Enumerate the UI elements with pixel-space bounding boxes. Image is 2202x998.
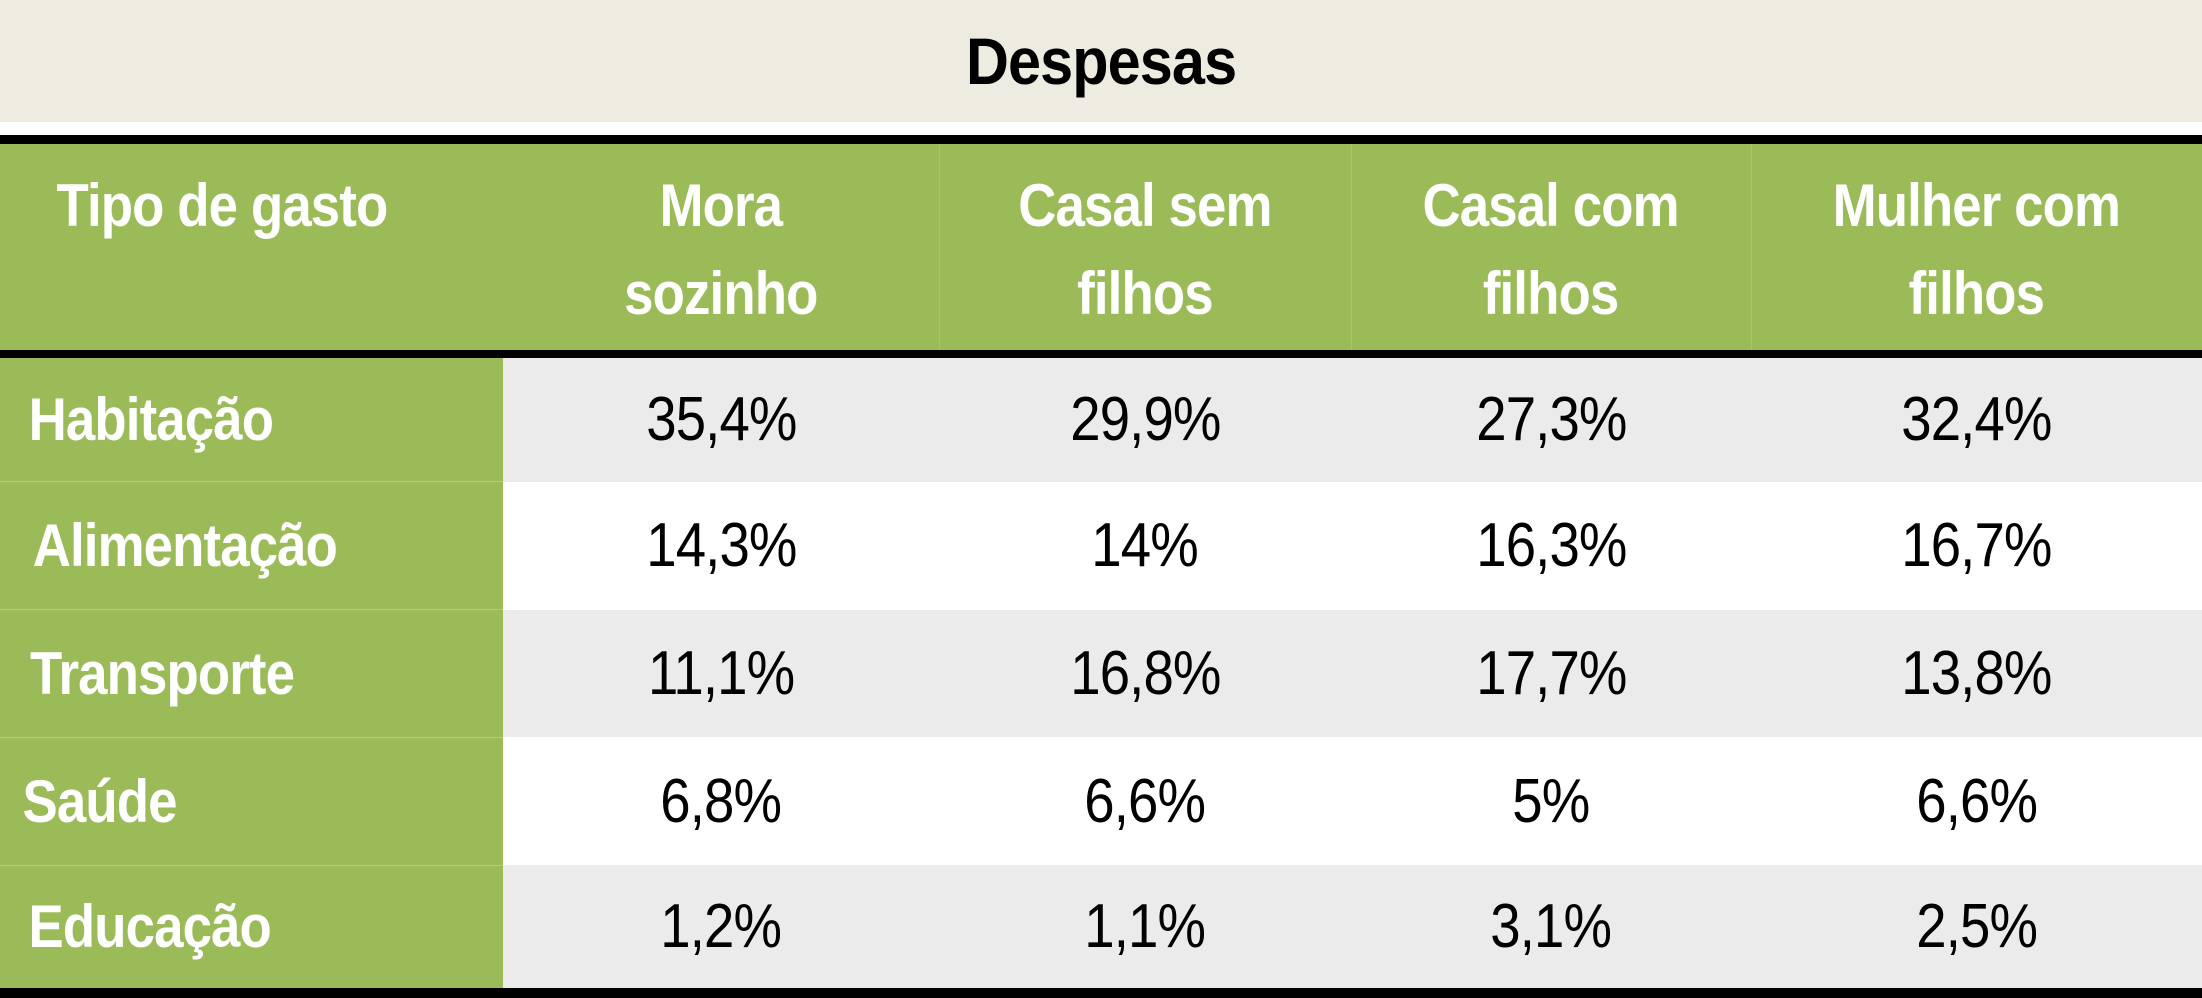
row-label: Alimentação (0, 481, 503, 610)
cell-value: 6,8% (503, 737, 939, 866)
cell-value: 6,6% (1751, 737, 2202, 866)
header-couple-with-children: Casal com filhos (1350, 134, 1751, 358)
cell-value: 3,1% (1351, 865, 1751, 998)
row-label: Transporte (0, 609, 503, 738)
cell-value: 35,4% (503, 353, 939, 482)
cell-value: 13,8% (1751, 609, 2202, 738)
cell-value: 1,2% (503, 865, 939, 998)
table-row: Transporte 11,1% 16,8% 17,7% 13,8% (0, 609, 2202, 738)
header-row: Tipo de gasto Mora sozinho Casal sem filho… (0, 134, 2202, 358)
cell-value: 5% (1351, 737, 1751, 866)
cell-value: 16,3% (1351, 481, 1751, 610)
cell-value: 14,3% (503, 481, 939, 610)
header-woman-with-children: Mulher com filhos (1750, 134, 2202, 358)
cell-value: 1,1% (939, 865, 1351, 998)
header-expense-type: Tipo de gasto (0, 134, 503, 358)
cell-value: 32,4% (1751, 353, 2202, 482)
expenses-table: Tipo de gasto Mora sozinho Casal sem filho… (0, 134, 2202, 998)
row-label: Educação (0, 864, 503, 998)
table-row: Saúde 6,8% 6,6% 5% 6,6% (0, 736, 2202, 866)
cell-value: 11,1% (503, 609, 939, 738)
row-label: Habitação (0, 353, 503, 482)
cell-value: 2,5% (1751, 865, 2202, 998)
cell-value: 16,7% (1751, 481, 2202, 610)
cell-value: 14% (939, 481, 1351, 610)
title-bar: Despesas (0, 0, 2202, 122)
table-row: Educação 1,2% 1,1% 3,1% 2,5% (0, 864, 2202, 998)
table-title: Despesas (965, 24, 1237, 98)
cell-value: 27,3% (1351, 353, 1751, 482)
table-row: Habitação 35,4% 29,9% 27,3% 32,4% (0, 353, 2202, 482)
header-couple-no-children: Casal sem filhos (938, 134, 1351, 358)
cell-value: 17,7% (1351, 609, 1751, 738)
header-lives-alone: Mora sozinho (503, 134, 939, 358)
cell-value: 29,9% (939, 353, 1351, 482)
cell-value: 6,6% (939, 737, 1351, 866)
row-label: Saúde (0, 736, 503, 866)
table-row: Alimentação 14,3% 14% 16,3% 16,7% (0, 481, 2202, 610)
cell-value: 16,8% (939, 609, 1351, 738)
